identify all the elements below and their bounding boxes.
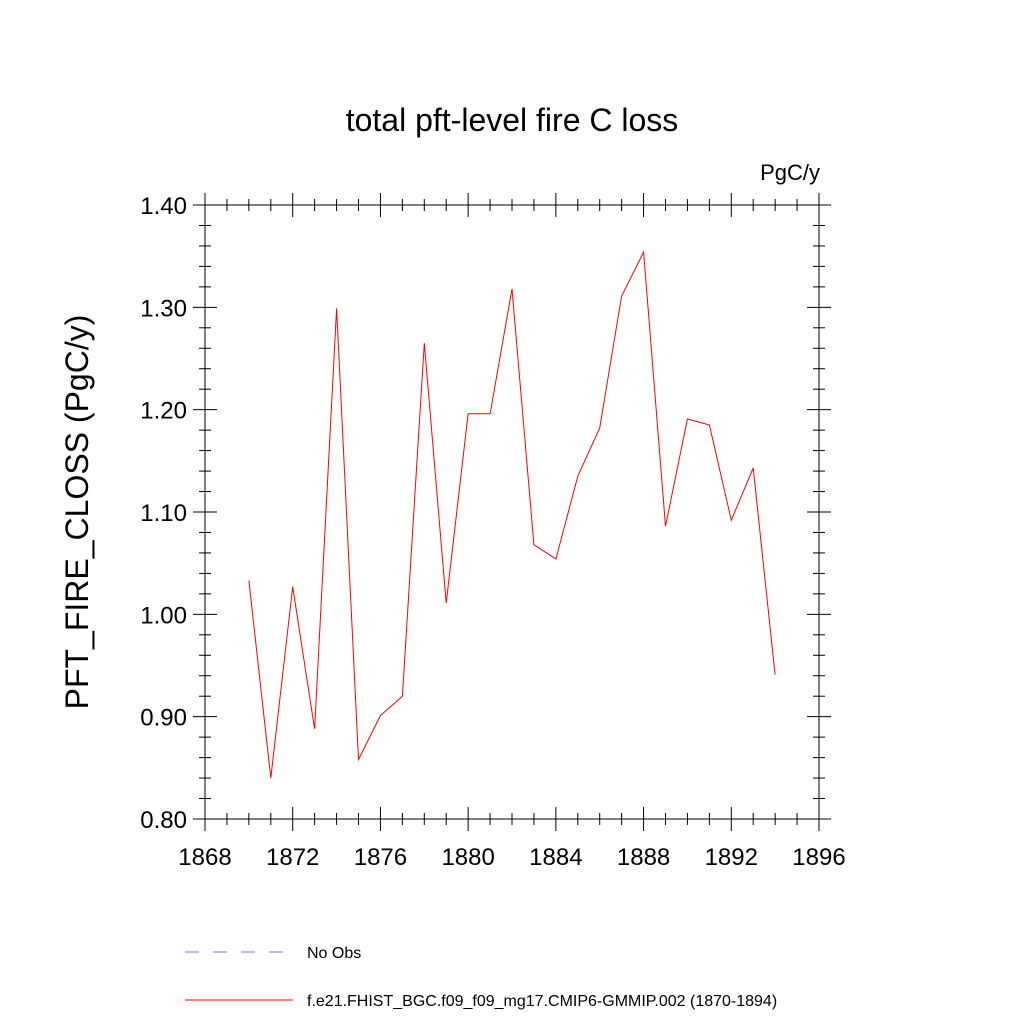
y-axis-label: PFT_FIRE_CLOSS (PgC/y): [59, 315, 95, 710]
y-tick-label: 1.00: [140, 602, 187, 629]
legend-label-no-obs: No Obs: [307, 945, 361, 962]
y-tick-label: 0.90: [140, 705, 187, 732]
legend: No Obs f.e21.FHIST_BGC.f09_f09_mg17.CMIP…: [185, 945, 777, 1010]
y-tick-label: 0.80: [140, 807, 187, 834]
chart-title: total pft-level fire C loss: [346, 102, 679, 138]
x-tick-label: 1892: [705, 844, 758, 871]
y-tick-label: 1.10: [140, 500, 187, 527]
x-tick-label: 1888: [617, 844, 670, 871]
y-tick-label: 1.20: [140, 398, 187, 425]
units-label: PgC/y: [760, 160, 820, 185]
y-tick-label: 1.40: [140, 193, 187, 220]
x-tick-label: 1884: [529, 844, 582, 871]
x-tick-label: 1872: [266, 844, 319, 871]
x-tick-label: 1880: [441, 844, 494, 871]
x-tick-label: 1868: [178, 844, 231, 871]
plot-frame: [204, 204, 820, 820]
data-series: [248, 250, 776, 779]
series-line: [248, 250, 776, 779]
x-tick-label: 1896: [792, 844, 845, 871]
y-tick-label: 1.30: [140, 295, 187, 322]
axis-tick-labels: 1868 1872 1876 1880 1884 1888 1892 1896 0.80 0.90…: [140, 193, 845, 871]
x-tick-label: 1876: [354, 844, 407, 871]
axis-ticks: [193, 193, 831, 831]
legend-label-model-run: f.e21.FHIST_BGC.f09_f09_mg17.CMIP6-GMMIP…: [307, 993, 777, 1010]
